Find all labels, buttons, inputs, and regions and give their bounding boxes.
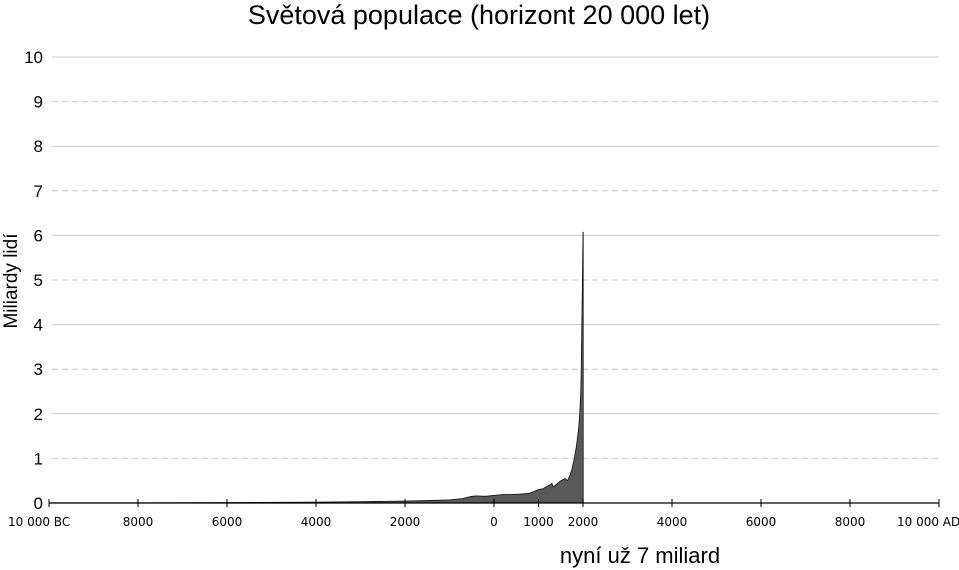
y-tick-label: 1	[34, 449, 43, 468]
x-tick-label: 4000	[657, 515, 688, 529]
annotation-current-population: nyní už 7 miliard	[560, 543, 720, 568]
x-tick-label: 1000	[523, 515, 554, 529]
y-tick-label: 0	[34, 494, 43, 513]
y-tick-label: 5	[34, 271, 43, 290]
y-tick-label: 4	[34, 316, 43, 335]
x-tick-label: 6000	[212, 515, 243, 529]
x-axis: 10 000 BC 8000 6000 4000 2000 0 1000 2000 4000 60…	[8, 499, 959, 529]
y-axis-label: Miliardy lidí	[1, 233, 22, 329]
y-tick-label: 10	[24, 48, 43, 67]
x-tick-label: 8000	[123, 515, 154, 529]
y-tick-label: 7	[34, 182, 43, 201]
x-tick-label: 6000	[746, 515, 777, 529]
y-tick-labels: 0 1 2 3 4 5 6 7 8 9 10	[24, 48, 43, 513]
x-tick-label: 4000	[301, 515, 332, 529]
y-tick-label: 3	[34, 360, 43, 379]
x-tick-label: 10 000 BC	[8, 515, 70, 529]
y-tick-label: 9	[34, 93, 43, 112]
population-area	[48, 231, 584, 504]
y-tick-label: 6	[34, 226, 43, 245]
x-tick-label: 8000	[835, 515, 866, 529]
y-tick-label: 2	[34, 405, 43, 424]
x-tick-label: 2000	[568, 515, 599, 529]
x-tick-label: 2000	[390, 515, 421, 529]
x-tick-label: 0	[490, 515, 498, 529]
y-tick-label: 8	[34, 137, 43, 156]
chart-title: Světová populace (horizont 20 000 let)	[248, 0, 710, 30]
x-tick-label: 10 000 AD	[897, 515, 959, 529]
grid-lines	[52, 56, 939, 459]
population-series	[48, 231, 584, 504]
